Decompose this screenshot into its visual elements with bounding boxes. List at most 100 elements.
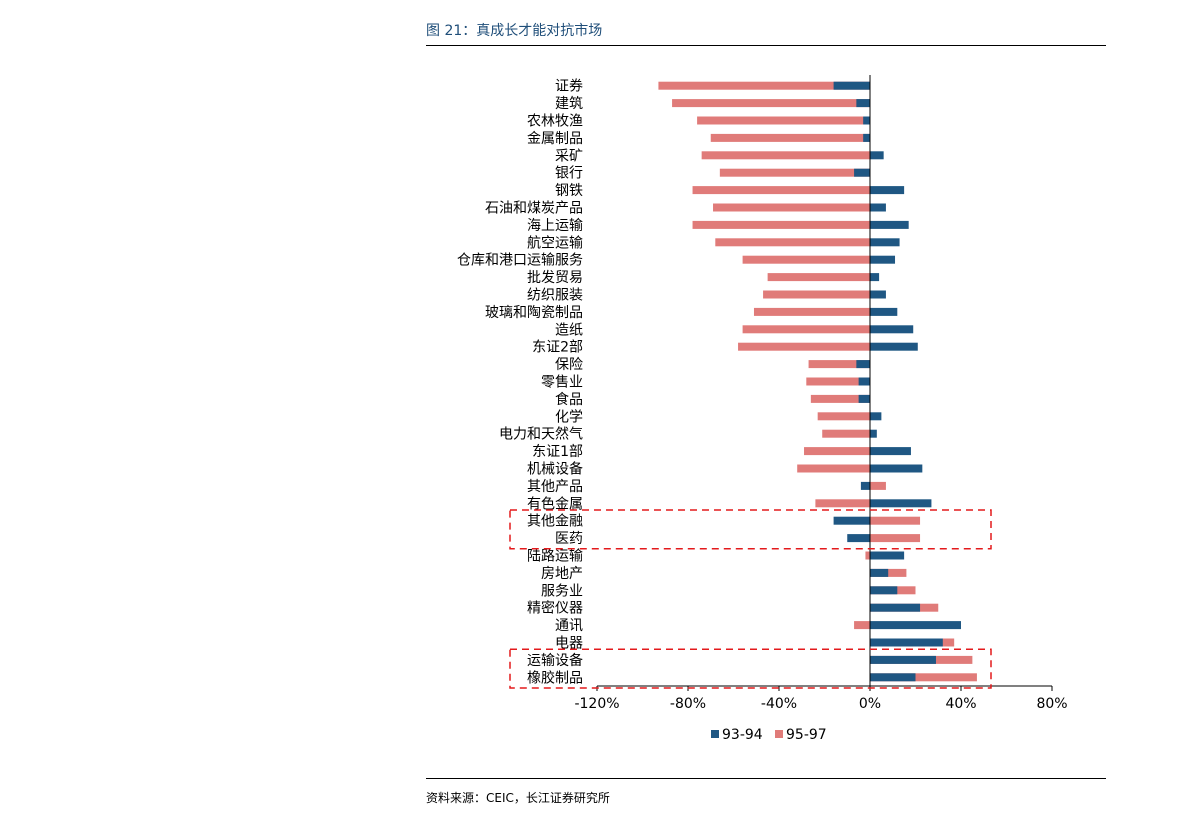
category-label: 证券 — [555, 79, 583, 95]
bar-series-93-94-11 — [870, 273, 880, 282]
bar-series-95-97-34 — [870, 673, 977, 682]
category-label: 造纸 — [555, 322, 583, 338]
bar-series-93-94-1 — [856, 99, 870, 108]
bar-series-93-94-23 — [860, 481, 870, 490]
bar-series-93-94-2 — [863, 116, 870, 125]
bar-series-93-94-19 — [870, 412, 882, 421]
category-label: 通讯 — [555, 618, 583, 634]
bar-series-93-94-13 — [870, 307, 898, 316]
highlight-box-1 — [509, 509, 992, 550]
bar-series-95-97-8 — [692, 220, 870, 229]
x-tick-label: 80% — [1036, 696, 1067, 712]
bar-series-93-94-12 — [870, 290, 886, 299]
bar-series-95-97-17 — [806, 377, 870, 386]
bar-series-93-94-18 — [858, 394, 870, 403]
category-label: 房地产 — [541, 566, 583, 582]
bar-series-95-97-5 — [719, 168, 870, 177]
bar-series-95-97-10 — [742, 255, 870, 264]
category-label: 医药 — [555, 531, 583, 547]
legend-group: 93-94 95-97 — [711, 727, 827, 743]
bar-series-95-97-12 — [763, 290, 870, 299]
category-label: 建筑 — [555, 96, 583, 112]
bar-series-95-97-4 — [701, 151, 870, 160]
bar-series-95-97-24 — [815, 499, 870, 508]
bar-series-93-94-8 — [870, 220, 909, 229]
bar-series-93-94-32 — [870, 638, 943, 647]
bar-series-95-97-16 — [808, 360, 870, 369]
category-label: 海上运输 — [527, 218, 583, 234]
legend-swatch — [711, 730, 719, 738]
bar-series-95-97-26 — [870, 534, 921, 543]
category-label: 东证2部 — [532, 340, 583, 356]
legend-label: 95-97 — [786, 727, 827, 743]
x-tick-label: -80% — [670, 696, 706, 712]
bar-series-95-97-27 — [865, 551, 870, 560]
bar-series-93-94-31 — [870, 621, 961, 630]
category-label: 其他产品 — [527, 479, 583, 495]
category-label: 纺织服装 — [527, 288, 583, 304]
bar-series-95-97-18 — [810, 394, 870, 403]
category-label: 玻璃和陶瓷制品 — [485, 304, 583, 321]
x-tick-label: 0% — [859, 696, 881, 712]
bar-series-93-94-0 — [833, 81, 870, 90]
category-label: 机械设备 — [527, 461, 583, 478]
category-label: 东证1部 — [532, 444, 583, 460]
bar-series-95-97-31 — [854, 621, 870, 630]
bar-series-95-97-14 — [742, 325, 870, 334]
axes-group: -120% -80% -40% 0% 40% 80% — [574, 75, 1068, 712]
category-label: 农林牧渔 — [527, 114, 583, 130]
category-label: 其他金融 — [527, 514, 583, 530]
bar-series-95-97-0 — [658, 81, 870, 90]
bar-series-93-94-26 — [847, 534, 870, 543]
bar-series-93-94-20 — [870, 429, 877, 438]
bar-series-93-94-24 — [870, 499, 932, 508]
bar-series-95-97-19 — [817, 412, 870, 421]
bar-series-93-94-4 — [870, 151, 884, 160]
bar-series-93-94-6 — [870, 186, 905, 195]
category-labels-group: 证券建筑农林牧渔金属制品采矿银行钢铁石油和煤炭产品海上运输航空运输仓库和港口运输… — [457, 79, 583, 687]
category-label: 零售业 — [541, 375, 583, 391]
bar-series-95-97-3 — [710, 133, 870, 142]
category-label: 航空运输 — [527, 235, 583, 251]
bar-series-93-94-9 — [870, 238, 900, 247]
category-label: 化学 — [555, 409, 583, 425]
category-label: 运输设备 — [527, 652, 583, 669]
bar-series-93-94-15 — [870, 342, 918, 351]
category-label: 电力和天然气 — [499, 426, 583, 443]
bar-series-95-97-11 — [767, 273, 870, 282]
highlight-boxes-group — [509, 509, 992, 689]
source-note: 资料来源：CEIC，长江证券研究所 — [426, 791, 610, 805]
category-label: 金属制品 — [527, 131, 583, 147]
bar-series-93-94-10 — [870, 255, 896, 264]
legend-swatch — [775, 730, 783, 738]
bar-series-95-97-22 — [797, 464, 870, 473]
category-label: 采矿 — [555, 148, 583, 164]
bar-series-95-97-13 — [753, 307, 870, 316]
bar-series-93-94-27 — [870, 551, 905, 560]
bar-series-93-94-34 — [870, 673, 916, 682]
bar-series-95-97-6 — [692, 186, 870, 195]
bar-series-93-94-7 — [870, 203, 886, 212]
bar-series-95-97-1 — [672, 99, 870, 108]
category-label: 有色金属 — [527, 495, 583, 512]
bar-series-93-94-30 — [870, 603, 921, 612]
bar-series-93-94-21 — [870, 447, 911, 456]
category-label: 批发贸易 — [527, 270, 583, 286]
category-label: 电器 — [555, 636, 583, 652]
bar-series-95-97-2 — [697, 116, 870, 125]
category-label: 精密仪器 — [527, 600, 583, 617]
title-rule — [426, 45, 1106, 46]
bar-series-93-94-33 — [870, 655, 936, 664]
category-label: 钢铁 — [555, 183, 583, 199]
bar-series-95-97-7 — [713, 203, 870, 212]
legend-label: 93-94 — [722, 727, 763, 743]
chart-title: 图 21：真成长才能对抗市场 — [426, 23, 603, 39]
bar-series-93-94-3 — [863, 133, 870, 142]
category-label: 食品 — [555, 391, 583, 408]
bars-group — [658, 81, 977, 682]
category-label: 仓库和港口运输服务 — [457, 253, 583, 269]
bar-series-95-97-20 — [822, 429, 870, 438]
bar-series-93-94-25 — [833, 516, 870, 525]
bar-series-93-94-5 — [854, 168, 870, 177]
